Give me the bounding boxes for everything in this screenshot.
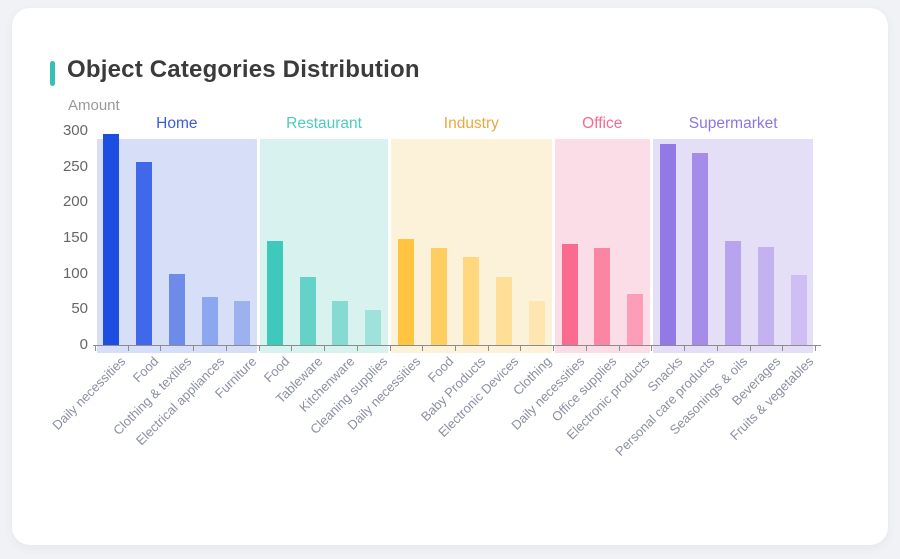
x-axis-tick xyxy=(585,346,587,351)
x-axis-tick xyxy=(716,346,718,351)
x-axis-tick xyxy=(651,346,653,351)
group-label-restaurant: Restaurant xyxy=(286,115,362,132)
bar-home-4[interactable] xyxy=(234,301,251,345)
group-label-supermarket: Supermarket xyxy=(688,115,778,132)
y-tick-label: 50 xyxy=(71,300,88,318)
bar-restaurant-2[interactable] xyxy=(332,300,349,345)
bar-restaurant-1[interactable] xyxy=(299,277,316,345)
page-title: Object Categories Distribution xyxy=(67,56,420,83)
x-axis-tick xyxy=(356,346,358,351)
x-axis-tick xyxy=(324,346,326,351)
bar-home-1[interactable] xyxy=(136,162,153,345)
x-axis-tick xyxy=(193,346,195,351)
bar-supermarket-0[interactable] xyxy=(659,143,676,345)
y-tick-label: 0 xyxy=(79,336,88,353)
x-axis-tick xyxy=(782,346,784,351)
x-axis-tick xyxy=(258,346,260,351)
x-axis-tick xyxy=(225,346,227,351)
x-axis-tick xyxy=(815,346,816,351)
bar-industry-1[interactable] xyxy=(430,247,447,345)
x-axis-tick xyxy=(487,346,489,351)
bar-supermarket-4[interactable] xyxy=(790,275,807,345)
group-label-industry: Industry xyxy=(443,115,499,132)
chart-card: Object Categories Distribution Amount 0 5… xyxy=(12,8,888,545)
y-tick-label: 300 xyxy=(62,122,88,139)
x-axis-tick xyxy=(520,346,522,351)
bar-office-0[interactable] xyxy=(561,244,578,345)
group-label-office: Office xyxy=(582,115,623,132)
bar-industry-4[interactable] xyxy=(528,301,545,345)
bar-home-0[interactable] xyxy=(103,133,120,345)
bar-industry-2[interactable] xyxy=(463,257,480,345)
x-axis-tick xyxy=(127,346,129,351)
x-axis-tick xyxy=(455,346,456,351)
bar-supermarket-1[interactable] xyxy=(692,153,709,345)
title-accent-bar xyxy=(50,61,55,86)
x-axis-tick xyxy=(553,346,555,351)
y-tick-label: 250 xyxy=(62,157,88,175)
x-axis-tick xyxy=(95,346,96,351)
bar-supermarket-2[interactable] xyxy=(725,240,742,345)
x-axis-tick xyxy=(618,346,620,351)
bar-industry-0[interactable] xyxy=(397,238,414,345)
bar-office-2[interactable] xyxy=(627,293,643,345)
bar-restaurant-3[interactable] xyxy=(365,310,382,345)
x-axis-tick xyxy=(160,346,162,351)
bar-home-3[interactable] xyxy=(201,297,218,345)
bar-home-2[interactable] xyxy=(168,273,185,345)
x-axis-tick xyxy=(749,346,751,351)
y-tick-label: 150 xyxy=(62,229,88,246)
y-tick-label: 100 xyxy=(62,264,88,282)
x-axis-tick xyxy=(422,346,424,351)
x-axis-tick xyxy=(389,346,391,351)
group-label-home: Home xyxy=(156,115,198,132)
bar-supermarket-3[interactable] xyxy=(757,246,774,345)
y-axis-name: Amount xyxy=(68,97,120,114)
y-tick-label: 200 xyxy=(62,193,88,211)
x-axis-tick xyxy=(291,346,293,351)
bar-restaurant-0[interactable] xyxy=(267,240,283,345)
bar-industry-3[interactable] xyxy=(496,276,513,345)
x-axis-tick xyxy=(684,346,686,351)
bar-office-1[interactable] xyxy=(594,247,611,345)
x-axis-line xyxy=(93,345,821,346)
